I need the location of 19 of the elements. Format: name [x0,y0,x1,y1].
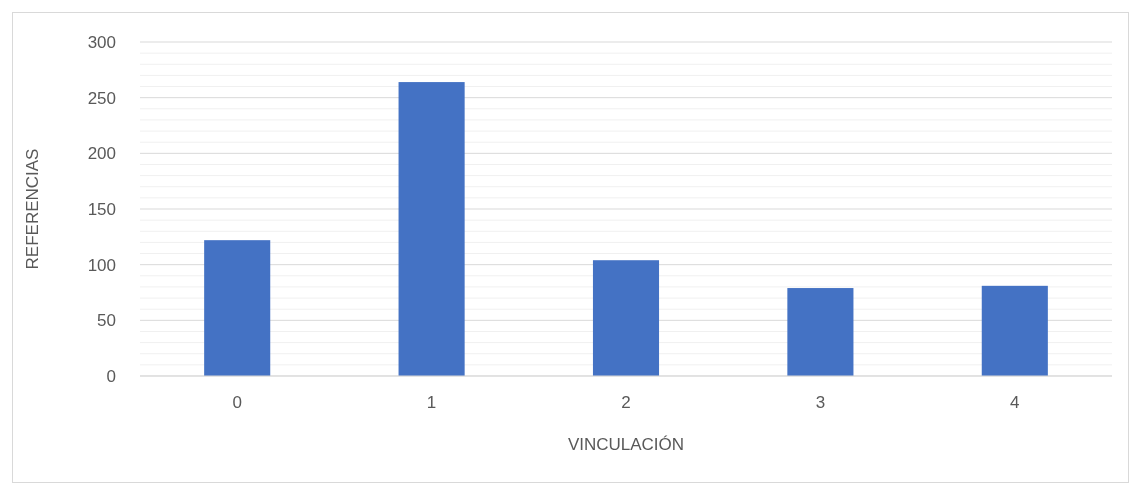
x-tick-label: 3 [815,393,826,412]
y-tick-label: 50 [97,311,116,331]
y-axis-title: REFERENCIAS [23,148,42,270]
y-tick-label: 100 [87,255,116,275]
y-tick-label: 300 [87,32,116,52]
bar [592,260,660,376]
bar [787,288,854,376]
y-tick-label: 250 [87,88,116,108]
x-tick-label: 0 [232,393,242,412]
bar [981,285,1048,376]
bar [398,82,465,376]
x-tick-label: 2 [621,393,631,412]
bar [204,240,271,376]
y-tick-label: 200 [87,144,116,164]
y-tick-label: 150 [87,199,116,219]
x-tick-label: 4 [1010,393,1020,412]
x-tick-label: 1 [426,393,437,412]
x-axis-title: VINCULACIÓN [567,435,685,454]
y-tick-label: 0 [106,366,116,386]
